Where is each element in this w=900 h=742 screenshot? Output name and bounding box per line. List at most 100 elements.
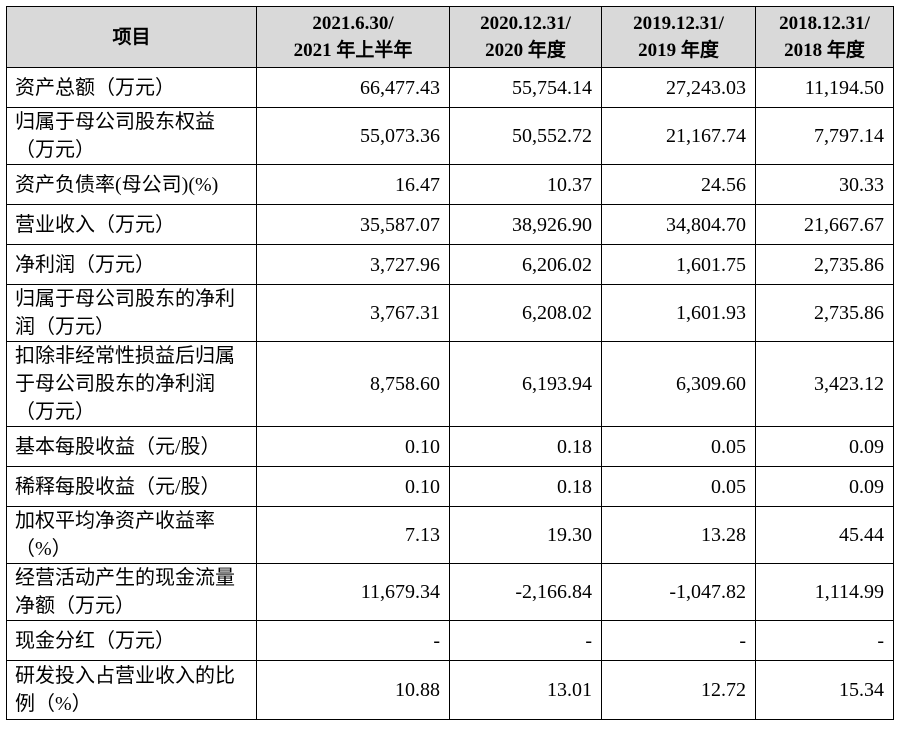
row-label-text: 资产负债率(母公司)(%) [15, 173, 219, 196]
row-label: 资产总额（万元） [6, 67, 257, 108]
value-cell: 0.10 [256, 426, 450, 467]
row-label: 加权平均净资产收益率 （%） [6, 506, 257, 564]
value-cell: 3,767.31 [256, 284, 450, 342]
value-cell: 3,423.12 [755, 341, 894, 427]
table-row: 现金分红（万元） - - - - [6, 620, 894, 661]
financial-data-table: 项目 2021.6.30/2021 年上半年 2020.12.31/2020 年度 2… [6, 6, 894, 720]
table-row: 净利润（万元） 3,727.96 6,206.02 1,601.75 2,735.86 [6, 244, 894, 285]
table-header: 项目 2021.6.30/2021 年上半年 2020.12.31/2020 年度 2… [6, 6, 894, 68]
value-cell: -1,047.82 [601, 563, 756, 621]
row-label: 归属于母公司股东的净利 润（万元） [6, 284, 257, 342]
value-cell: 3,727.96 [256, 244, 450, 285]
row-label: 研发投入占营业收入的比 例（%） [6, 660, 257, 720]
header-text: 2020 年度 [485, 40, 566, 61]
value-cell: 0.05 [601, 426, 756, 467]
table-row: 扣除非经常性损益后归属 于母公司股东的净利润 （万元） 8,758.60 6,193.9… [6, 341, 894, 427]
value-cell: 1,601.93 [601, 284, 756, 342]
row-label: 现金分红（万元） [6, 620, 257, 661]
value-cell: 55,073.36 [256, 107, 450, 165]
value-cell: 19.30 [449, 506, 602, 564]
value-cell: 0.10 [256, 466, 450, 507]
value-cell: 50,552.72 [449, 107, 602, 165]
row-label-text: 归属于母公司股东权益 [15, 111, 215, 133]
table-row: 归属于母公司股东的净利 润（万元） 3,767.31 6,208.02 1,601.93… [6, 284, 894, 342]
header-row: 项目 2021.6.30/2021 年上半年 2020.12.31/2020 年度 2… [6, 6, 894, 68]
value-cell: 27,243.03 [601, 67, 756, 108]
row-label-text: 资产总额（万元） [15, 76, 175, 99]
column-header-period: 2018.12.31/2018 年度 [755, 6, 894, 68]
row-label: 营业收入（万元） [6, 204, 257, 245]
table-row: 基本每股收益（元/股） 0.10 0.18 0.05 0.09 [6, 426, 894, 467]
value-cell: 0.18 [449, 466, 602, 507]
value-cell: 24.56 [601, 164, 756, 205]
value-cell: 0.09 [755, 466, 894, 507]
value-cell: 16.47 [256, 164, 450, 205]
header-text: 2018.12.31/ [779, 13, 870, 34]
table-row: 经营活动产生的现金流量 净额（万元） 11,679.34 -2,166.84 -1,04… [6, 563, 894, 621]
value-cell: 11,194.50 [755, 67, 894, 108]
value-cell: 21,667.67 [755, 204, 894, 245]
value-cell: 11,679.34 [256, 563, 450, 621]
row-label-text: 润（万元） [15, 316, 115, 338]
table-row: 资产负债率(母公司)(%) 16.47 10.37 24.56 30.33 [6, 164, 894, 205]
value-cell: 13.28 [601, 506, 756, 564]
value-cell: - [755, 620, 894, 661]
value-cell: - [449, 620, 602, 661]
value-cell: 66,477.43 [256, 67, 450, 108]
value-cell: 15.34 [755, 660, 894, 720]
value-cell: 45.44 [755, 506, 894, 564]
row-label-text: 例（%） [15, 693, 92, 715]
header-text: 2021 年上半年 [293, 40, 413, 61]
value-cell: 55,754.14 [449, 67, 602, 108]
column-header-period: 2021.6.30/2021 年上半年 [256, 6, 450, 68]
value-cell: 10.37 [449, 164, 602, 205]
row-label-text: 于母公司股东的净利润 [15, 373, 215, 395]
row-label-text: （万元） [15, 139, 95, 161]
row-label-text: 现金分红（万元） [15, 629, 175, 652]
value-cell: 8,758.60 [256, 341, 450, 427]
value-cell: 21,167.74 [601, 107, 756, 165]
row-label: 经营活动产生的现金流量 净额（万元） [6, 563, 257, 621]
value-cell: 1,601.75 [601, 244, 756, 285]
row-label-text: 扣除非经常性损益后归属 [15, 345, 235, 367]
header-text: 项目 [112, 26, 151, 48]
table-body: 资产总额（万元） 66,477.43 55,754.14 27,243.03 11,19… [6, 67, 894, 720]
row-label-text: 归属于母公司股东的净利 [15, 288, 235, 310]
value-cell: -2,166.84 [449, 563, 602, 621]
value-cell: 6,206.02 [449, 244, 602, 285]
value-cell: 30.33 [755, 164, 894, 205]
table-row: 资产总额（万元） 66,477.43 55,754.14 27,243.03 11,19… [6, 67, 894, 108]
value-cell: 7.13 [256, 506, 450, 564]
header-text: 2020.12.31/ [480, 13, 571, 34]
row-label: 稀释每股收益（元/股） [6, 466, 257, 507]
value-cell: 13.01 [449, 660, 602, 720]
value-cell: 34,804.70 [601, 204, 756, 245]
table-row: 稀释每股收益（元/股） 0.10 0.18 0.05 0.09 [6, 466, 894, 507]
value-cell: 6,193.94 [449, 341, 602, 427]
row-label-text: 净利润（万元） [15, 253, 155, 276]
value-cell: 7,797.14 [755, 107, 894, 165]
header-text: 2018 年度 [784, 40, 865, 61]
row-label-text: 基本每股收益（元/股） [15, 435, 221, 458]
column-header-period: 2020.12.31/2020 年度 [449, 6, 602, 68]
row-label: 净利润（万元） [6, 244, 257, 285]
value-cell: 0.05 [601, 466, 756, 507]
row-label-text: （万元） [15, 401, 95, 423]
row-label-text: 营业收入（万元） [15, 213, 175, 236]
column-header-item: 项目 [6, 6, 257, 68]
column-header-period: 2019.12.31/2019 年度 [601, 6, 756, 68]
row-label: 归属于母公司股东权益 （万元） [6, 107, 257, 165]
value-cell: 6,208.02 [449, 284, 602, 342]
row-label-text: 研发投入占营业收入的比 [15, 665, 235, 687]
row-label-text: （%） [15, 538, 72, 560]
value-cell: - [601, 620, 756, 661]
row-label: 资产负债率(母公司)(%) [6, 164, 257, 205]
header-text: 2021.6.30/ [312, 13, 394, 34]
row-label: 扣除非经常性损益后归属 于母公司股东的净利润 （万元） [6, 341, 257, 427]
row-label-text: 净额（万元） [15, 595, 135, 617]
row-label-text: 稀释每股收益（元/股） [15, 475, 221, 498]
value-cell: 2,735.86 [755, 284, 894, 342]
value-cell: 6,309.60 [601, 341, 756, 427]
row-label: 基本每股收益（元/股） [6, 426, 257, 467]
value-cell: 0.18 [449, 426, 602, 467]
